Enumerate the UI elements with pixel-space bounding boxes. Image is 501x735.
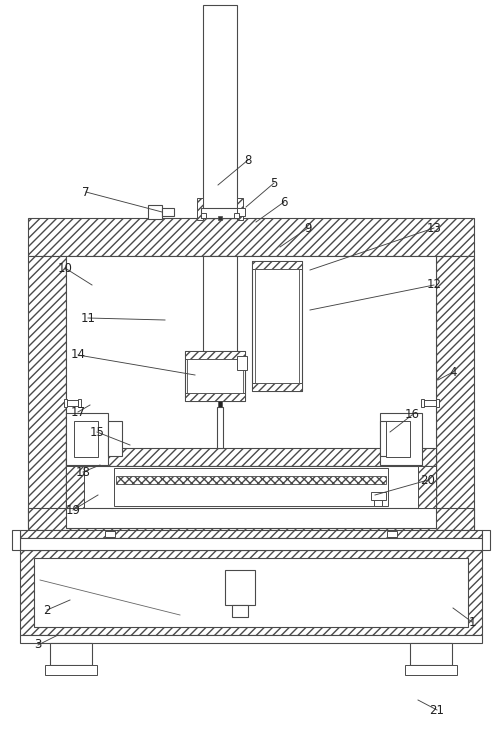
Bar: [105, 531, 115, 537]
Bar: [481, 530, 489, 550]
Text: 18: 18: [76, 465, 90, 478]
Bar: [148, 205, 162, 219]
Text: 1: 1: [467, 615, 475, 628]
Bar: [202, 5, 236, 218]
Bar: [20, 550, 481, 635]
Bar: [236, 356, 246, 370]
Bar: [255, 269, 299, 383]
Bar: [34, 558, 467, 627]
Bar: [386, 531, 396, 537]
Bar: [66, 400, 78, 406]
Text: 6: 6: [280, 196, 287, 209]
Bar: [252, 261, 302, 391]
Bar: [185, 393, 244, 401]
Bar: [20, 538, 481, 550]
Bar: [233, 213, 238, 218]
Text: 15: 15: [89, 426, 104, 439]
Bar: [224, 570, 255, 605]
Bar: [423, 400, 435, 406]
Bar: [216, 407, 222, 448]
Bar: [196, 198, 202, 220]
Text: 11: 11: [80, 312, 95, 324]
Bar: [108, 421, 122, 456]
Bar: [236, 198, 242, 220]
Bar: [28, 218, 473, 256]
Bar: [66, 448, 435, 466]
Bar: [74, 421, 98, 457]
Text: 4: 4: [448, 365, 456, 379]
Bar: [370, 492, 385, 500]
Bar: [28, 256, 66, 528]
Text: 13: 13: [426, 221, 440, 234]
Text: 10: 10: [58, 262, 72, 274]
Text: 19: 19: [65, 503, 80, 517]
Text: 5: 5: [270, 176, 277, 190]
Bar: [200, 213, 205, 218]
Text: 17: 17: [70, 406, 85, 418]
Bar: [162, 208, 174, 216]
Bar: [231, 605, 247, 617]
Bar: [252, 383, 302, 391]
Bar: [66, 466, 84, 508]
Bar: [20, 530, 481, 538]
Bar: [202, 256, 236, 366]
Bar: [116, 476, 385, 484]
Bar: [66, 256, 435, 528]
Bar: [45, 665, 97, 675]
Bar: [66, 466, 435, 508]
Bar: [217, 216, 221, 220]
Bar: [50, 643, 92, 665]
Bar: [404, 665, 456, 675]
Text: 12: 12: [426, 279, 440, 292]
Bar: [379, 413, 421, 465]
Bar: [435, 399, 438, 407]
Text: 7: 7: [82, 185, 90, 198]
Bar: [185, 351, 244, 359]
Bar: [417, 466, 435, 508]
Bar: [420, 399, 423, 407]
Bar: [187, 359, 242, 393]
Bar: [64, 399, 67, 407]
Bar: [185, 351, 244, 401]
Bar: [435, 256, 473, 528]
Bar: [385, 421, 409, 457]
Bar: [373, 500, 381, 506]
Bar: [20, 635, 481, 643]
Bar: [409, 643, 451, 665]
Bar: [114, 468, 387, 506]
Text: 3: 3: [34, 639, 42, 651]
Bar: [217, 401, 221, 407]
Text: 8: 8: [244, 154, 251, 167]
Bar: [379, 421, 393, 456]
Bar: [78, 399, 81, 407]
Bar: [252, 261, 302, 269]
Text: 9: 9: [304, 221, 311, 234]
Text: 21: 21: [429, 703, 443, 717]
Text: 20: 20: [420, 473, 434, 487]
Bar: [28, 508, 473, 530]
Bar: [66, 413, 108, 465]
Text: 2: 2: [43, 603, 51, 617]
Bar: [236, 208, 244, 216]
Text: 16: 16: [404, 409, 419, 421]
Text: 14: 14: [70, 348, 85, 362]
Bar: [12, 530, 20, 550]
Bar: [200, 208, 238, 218]
